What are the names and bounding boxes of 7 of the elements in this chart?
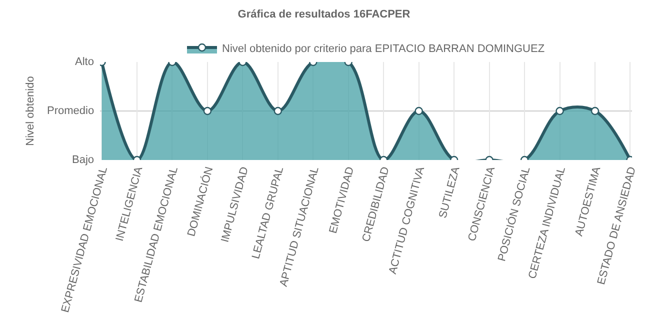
legend-label: Nivel obtenido por criterio para EPITACIO BARRAN DOMINGUEZ (222, 42, 545, 55)
text: Promedio (47, 105, 94, 117)
text: Bajo (72, 154, 94, 166)
x-tick-label: LEALTAD GRUPAL (250, 166, 286, 260)
y-axis-title: Nivel obtenido (24, 76, 37, 146)
text: Alto (75, 56, 94, 68)
chart-title: Gráfica de resultados 16FACPER (238, 8, 410, 20)
